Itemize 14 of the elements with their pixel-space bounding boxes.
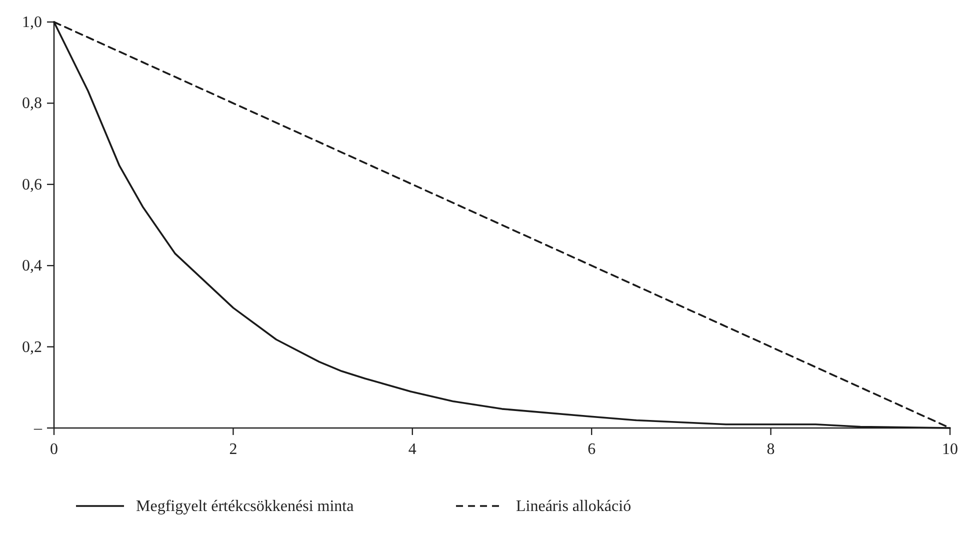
legend-label: Lineáris allokáció (516, 498, 632, 515)
x-tick-label: 6 (588, 441, 596, 458)
y-tick-label: 0,8 (22, 95, 42, 112)
y-tick-label: 0,6 (22, 176, 42, 194)
y-tick-label: 0,4 (22, 258, 42, 275)
y-tick-label: – (33, 420, 43, 437)
y-tick-label: 1,0 (22, 14, 42, 31)
x-tick-label: 10 (942, 441, 958, 458)
legend-label: Megfigyelt értékcsökkenési minta (136, 498, 354, 515)
x-tick-label: 8 (766, 441, 775, 458)
x-tick-label: 4 (408, 441, 416, 458)
x-tick-label: 0 (50, 441, 58, 458)
x-tick-label: 2 (229, 441, 238, 458)
y-tick-label: 0,2 (22, 338, 42, 356)
